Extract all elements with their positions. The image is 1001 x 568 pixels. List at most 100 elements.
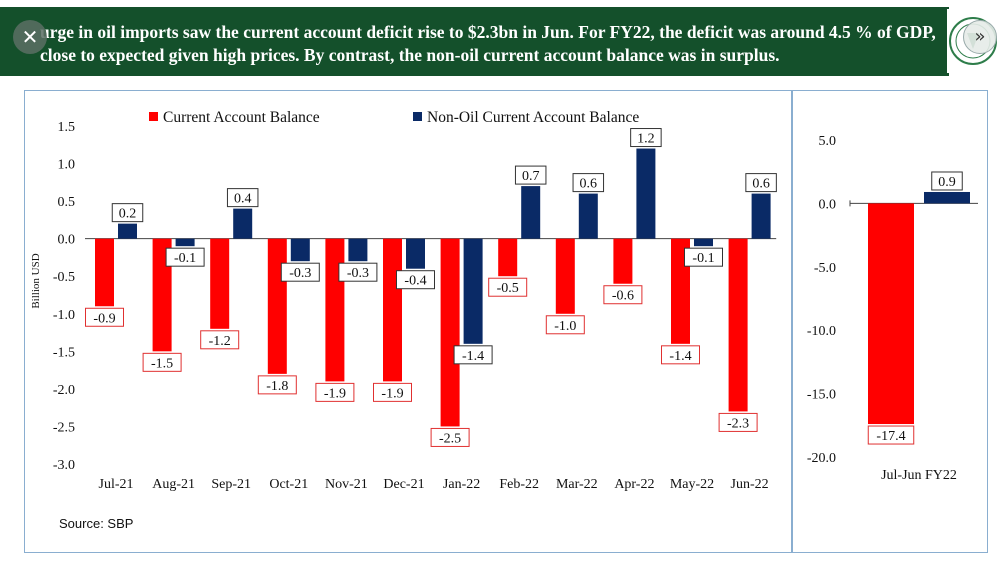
data-label-box [200,330,240,350]
x-tick-label: Dec-21 [383,477,424,492]
bar-current-account-jul-21 [95,238,114,307]
x-tick-label: Jan-22 [443,477,480,492]
data-label: 1.2 [637,132,655,147]
y-tick-label: -2.5 [53,420,75,435]
data-label: -1.5 [151,356,173,371]
y-tick-label: -0.5 [53,270,75,285]
x-tick-label: Jul-21 [99,477,134,492]
y-tick-label: -1.5 [53,345,75,360]
data-label: -1.4 [669,349,691,364]
x-tick-label: Sep-21 [211,477,251,492]
y-tick-label: 0.0 [819,197,837,212]
bar-non-oil-nov-21 [348,238,368,262]
source-note: Source: SBP [59,516,134,531]
data-label: 0.2 [119,207,137,222]
x-tick-label: May-22 [670,477,714,492]
data-label-box [572,173,605,193]
data-label-box [684,247,723,267]
double-chevron-right-icon[interactable]: » [963,20,997,54]
bar-non-oil-fy22 [924,191,970,204]
y-tick-label: -3.0 [53,458,75,473]
data-label-box [165,247,205,267]
bar-non-oil-jan-22 [463,238,483,344]
annual-chart-panel: 5.0 0.0 -5.0 -10.0 -15.0 -20.0 -17.4 0.9 Jul-Jun… [792,90,988,553]
data-label-box [142,352,182,372]
data-label: -1.2 [209,334,231,349]
bar-non-oil-apr-22 [636,148,656,239]
data-label-box [603,285,643,305]
legend-label: Current Account Balance [163,109,320,126]
y-tick-label: 1.0 [58,158,76,173]
data-label-box [453,345,493,365]
legend-swatch [413,112,422,121]
data-label: 0.9 [938,175,956,190]
y-tick-label: 1.5 [58,120,76,135]
data-label-box [396,270,435,290]
x-tick-label: Oct-21 [269,477,308,492]
data-label: 0.7 [522,169,540,184]
x-tick-label: Nov-21 [325,477,368,492]
bar-current-account-mar-22 [555,238,575,314]
bar-current-account-apr-22 [613,238,633,284]
y-tick-label: -1.0 [53,308,75,323]
data-label-box [545,315,585,335]
y-tick-label: -5.0 [814,261,836,276]
data-label: -2.3 [727,416,749,431]
data-label-box [718,412,758,432]
data-label: -2.5 [439,431,461,446]
data-label: -0.1 [692,251,714,266]
bar-current-account-nov-21 [325,238,345,382]
bar-non-oil-oct-21 [290,238,310,262]
bar-non-oil-feb-22 [521,186,541,239]
headline-text: urge in oil imports saw the current acco… [40,22,936,65]
bar-current-account-sep-21 [210,238,230,329]
x-tick-label: Jul-Jun FY22 [881,468,957,483]
data-label-box [85,307,124,327]
data-label: -1.4 [462,349,484,364]
data-label-box [280,262,320,282]
data-label: -1.8 [266,379,288,394]
y-tick-label: -20.0 [807,451,836,466]
data-label: -0.3 [347,266,369,281]
y-tick-label: 5.0 [819,134,837,149]
headline-banner: urge in oil imports saw the current acco… [0,7,949,76]
data-label-box [867,425,915,445]
x-tick-label: Aug-21 [152,477,195,492]
data-label: 0.6 [580,177,598,192]
data-label-box [430,427,470,447]
data-label: 0.4 [234,192,252,207]
data-label: -1.9 [324,386,346,401]
data-label: -1.9 [381,386,403,401]
bar-current-account-aug-21 [152,238,172,352]
data-label-box [373,382,412,402]
data-label: -17.4 [876,429,905,444]
annual-chart: 5.0 0.0 -5.0 -10.0 -15.0 -20.0 -17.4 0.9 Jul-Jun… [807,134,978,483]
close-icon[interactable]: ✕ [13,20,47,54]
data-label: -0.9 [93,311,115,326]
data-label-box [661,345,700,365]
x-tick-label: Mar-22 [556,477,598,492]
bar-non-oil-may-22 [694,238,713,247]
y-tick-label: -15.0 [807,388,836,403]
data-label: -0.6 [612,289,634,304]
data-label: -1.0 [554,319,576,334]
y-tick-label: -2.0 [53,383,75,398]
y-axis-label: Billion USD [30,253,42,308]
bar-current-account-jan-22 [440,238,460,427]
y-tick-label: 0.5 [58,195,76,210]
y-tick-label: 0.0 [58,233,76,248]
bar-non-oil-jun-22 [751,193,771,239]
bar-current-account-oct-21 [267,238,287,374]
data-label-box [630,128,662,148]
bar-current-account-jun-22 [728,238,748,412]
bar-current-account-dec-21 [383,238,402,382]
data-label: -0.3 [289,266,311,281]
data-label-box [226,188,259,208]
data-label-box [315,382,355,402]
bar-non-oil-jul-21 [118,223,137,239]
bar-current-account-feb-22 [498,238,518,277]
x-tick-label: Feb-22 [499,477,539,492]
data-label-box [514,165,547,185]
data-label-box [257,375,297,395]
y-tick-label: -10.0 [807,324,836,339]
